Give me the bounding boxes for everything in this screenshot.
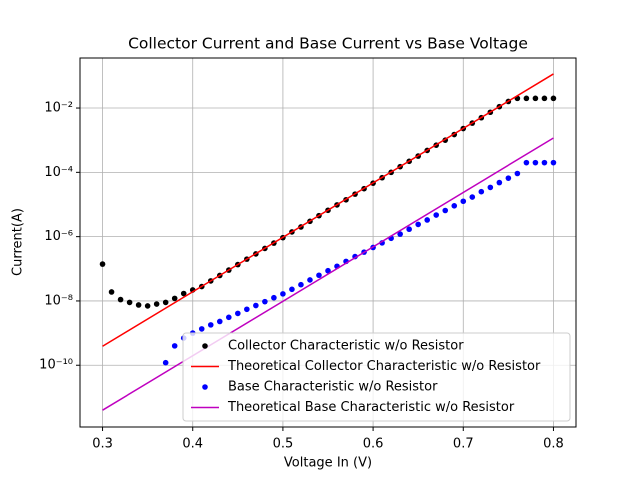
- plot-frame: [79, 57, 577, 428]
- data-point: [162, 299, 169, 306]
- chart-title: Collector Current and Base Current vs Ba…: [128, 35, 528, 53]
- data-point: [144, 303, 151, 309]
- data-point: [487, 184, 494, 191]
- data-point: [280, 291, 286, 297]
- x-tick-label: 0.4: [182, 437, 203, 452]
- x-tick-label: 0.3: [92, 437, 113, 452]
- data-point: [262, 298, 268, 305]
- series-line: [102, 137, 554, 411]
- data-point: [397, 231, 403, 237]
- data-point: [162, 359, 169, 366]
- series-line: [102, 73, 554, 347]
- data-point: [153, 301, 160, 307]
- legend-swatch: [202, 384, 208, 390]
- data-point: [289, 286, 295, 293]
- y-axis-label: Current(A): [11, 208, 26, 276]
- data-point: [135, 302, 142, 308]
- data-point: [235, 310, 241, 317]
- data-point: [298, 281, 304, 288]
- y-tick-label: 10⁻¹⁰: [39, 358, 73, 373]
- data-point: [514, 170, 521, 177]
- data-point: [433, 212, 440, 218]
- legend-swatch: [202, 343, 208, 349]
- x-tick-label: 0.5: [273, 437, 294, 452]
- data-point: [226, 314, 232, 321]
- data-point: [478, 188, 485, 195]
- y-tick-label: 10⁻⁸: [44, 293, 73, 308]
- data-point: [460, 198, 467, 205]
- data-point: [316, 272, 322, 279]
- x-axis-label: Voltage In (V): [284, 456, 372, 471]
- x-tick-label: 0.6: [363, 437, 384, 452]
- data-point: [406, 226, 412, 233]
- data-point: [541, 159, 548, 166]
- data-point: [496, 179, 503, 186]
- x-tick-label: 0.7: [453, 437, 474, 452]
- data-point: [550, 95, 557, 102]
- x-tick-label: 0.8: [543, 437, 564, 452]
- data-point: [532, 95, 539, 102]
- data-point: [207, 322, 214, 328]
- data-point: [307, 277, 313, 283]
- legend-label: Theoretical Collector Characteristic w/o…: [227, 359, 541, 374]
- data-point: [523, 159, 530, 166]
- data-point: [505, 175, 512, 181]
- data-point: [253, 302, 259, 309]
- data-point: [198, 326, 205, 332]
- y-tick-label: 10⁻²: [44, 101, 73, 116]
- data-point: [126, 299, 133, 306]
- data-point: [415, 221, 421, 228]
- data-point: [108, 289, 115, 295]
- data-point: [541, 95, 548, 102]
- data-point: [180, 290, 187, 297]
- data-point: [216, 318, 223, 325]
- legend-label: Base Characteristic w/o Resistor: [228, 380, 438, 395]
- data-point: [171, 295, 178, 302]
- legend-label: Collector Characteristic w/o Resistor: [228, 339, 464, 354]
- data-point: [271, 294, 277, 301]
- legend-label: Theoretical Base Characteristic w/o Resi…: [227, 400, 515, 415]
- data-point: [550, 159, 557, 166]
- data-point: [451, 203, 458, 209]
- data-point: [469, 194, 476, 200]
- data-point: [532, 159, 539, 166]
- data-point: [171, 343, 178, 349]
- y-tick-label: 10⁻⁶: [44, 229, 73, 244]
- data-point: [244, 306, 250, 313]
- data-point: [523, 95, 530, 102]
- data-point: [442, 207, 449, 214]
- data-point: [325, 267, 331, 274]
- legend-box: [182, 332, 571, 422]
- data-point: [117, 296, 124, 303]
- y-tick-label: 10⁻⁴: [44, 165, 73, 180]
- data-point: [99, 261, 106, 267]
- data-point: [424, 217, 431, 223]
